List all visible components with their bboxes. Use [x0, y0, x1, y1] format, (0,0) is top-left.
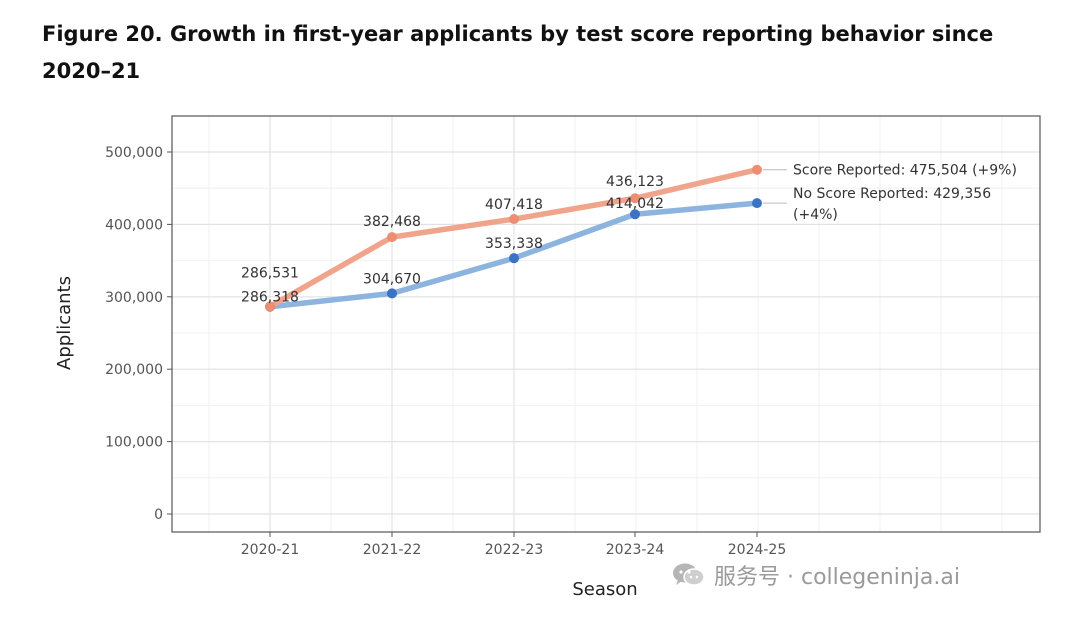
- watermark: 服务号 · collegeninja.ai: [672, 559, 960, 591]
- axes: 0 100,000 200,000 300,000 400,000 500,000 2020…: [105, 145, 786, 558]
- y-tick-label: 300,000: [105, 290, 163, 306]
- data-point: [387, 288, 397, 299]
- y-tick-label: 500,000: [105, 145, 163, 161]
- data-point: [387, 232, 397, 243]
- end-label-score-reported: Score Reported: 475,504 (+9%): [793, 163, 1017, 179]
- end-label-no-score-reported: (+4%): [793, 207, 838, 223]
- y-axis-label: Applicants: [54, 276, 75, 370]
- series: [265, 164, 762, 312]
- y-tick-label: 400,000: [105, 217, 163, 233]
- y-tick-label: 0: [154, 507, 163, 523]
- data-point: [509, 253, 519, 264]
- data-point: [509, 214, 519, 225]
- data-label: 414,042: [606, 196, 664, 212]
- data-label: 353,338: [485, 236, 543, 252]
- data-point: [630, 193, 640, 204]
- figure-title: Figure 20. Growth in first-year applican…: [42, 22, 994, 83]
- data-point: [752, 198, 762, 209]
- data-point: [265, 301, 275, 312]
- data-point: [752, 164, 762, 175]
- x-tick-label: 2020-21: [241, 542, 300, 558]
- data-label: 286,531: [241, 266, 299, 282]
- y-tick-label: 200,000: [105, 362, 163, 378]
- x-tick-label: 2024-25: [728, 542, 787, 558]
- data-label: 304,670: [363, 271, 421, 287]
- data-labels: 286,531 382,468 407,418 436,123 286,318 304,6…: [241, 163, 1017, 306]
- end-label-no-score-reported: No Score Reported: 429,356: [793, 186, 991, 202]
- data-label: 407,418: [485, 197, 543, 213]
- data-point: [630, 209, 640, 220]
- data-label: 436,123: [606, 174, 664, 190]
- plot-panel: [171, 115, 1041, 533]
- y-tick-label: 100,000: [105, 435, 163, 451]
- data-label: 286,318: [241, 290, 299, 306]
- x-tick-label: 2021-22: [363, 542, 422, 558]
- x-axis-label: Season: [572, 579, 637, 600]
- watermark-text: 服务号 · collegeninja.ai: [714, 565, 960, 590]
- wechat-icon: [672, 562, 706, 588]
- grid: [172, 116, 1040, 532]
- x-tick-label: 2022-23: [485, 542, 544, 558]
- x-tick-label: 2023-24: [606, 542, 665, 558]
- data-label: 382,468: [363, 214, 421, 230]
